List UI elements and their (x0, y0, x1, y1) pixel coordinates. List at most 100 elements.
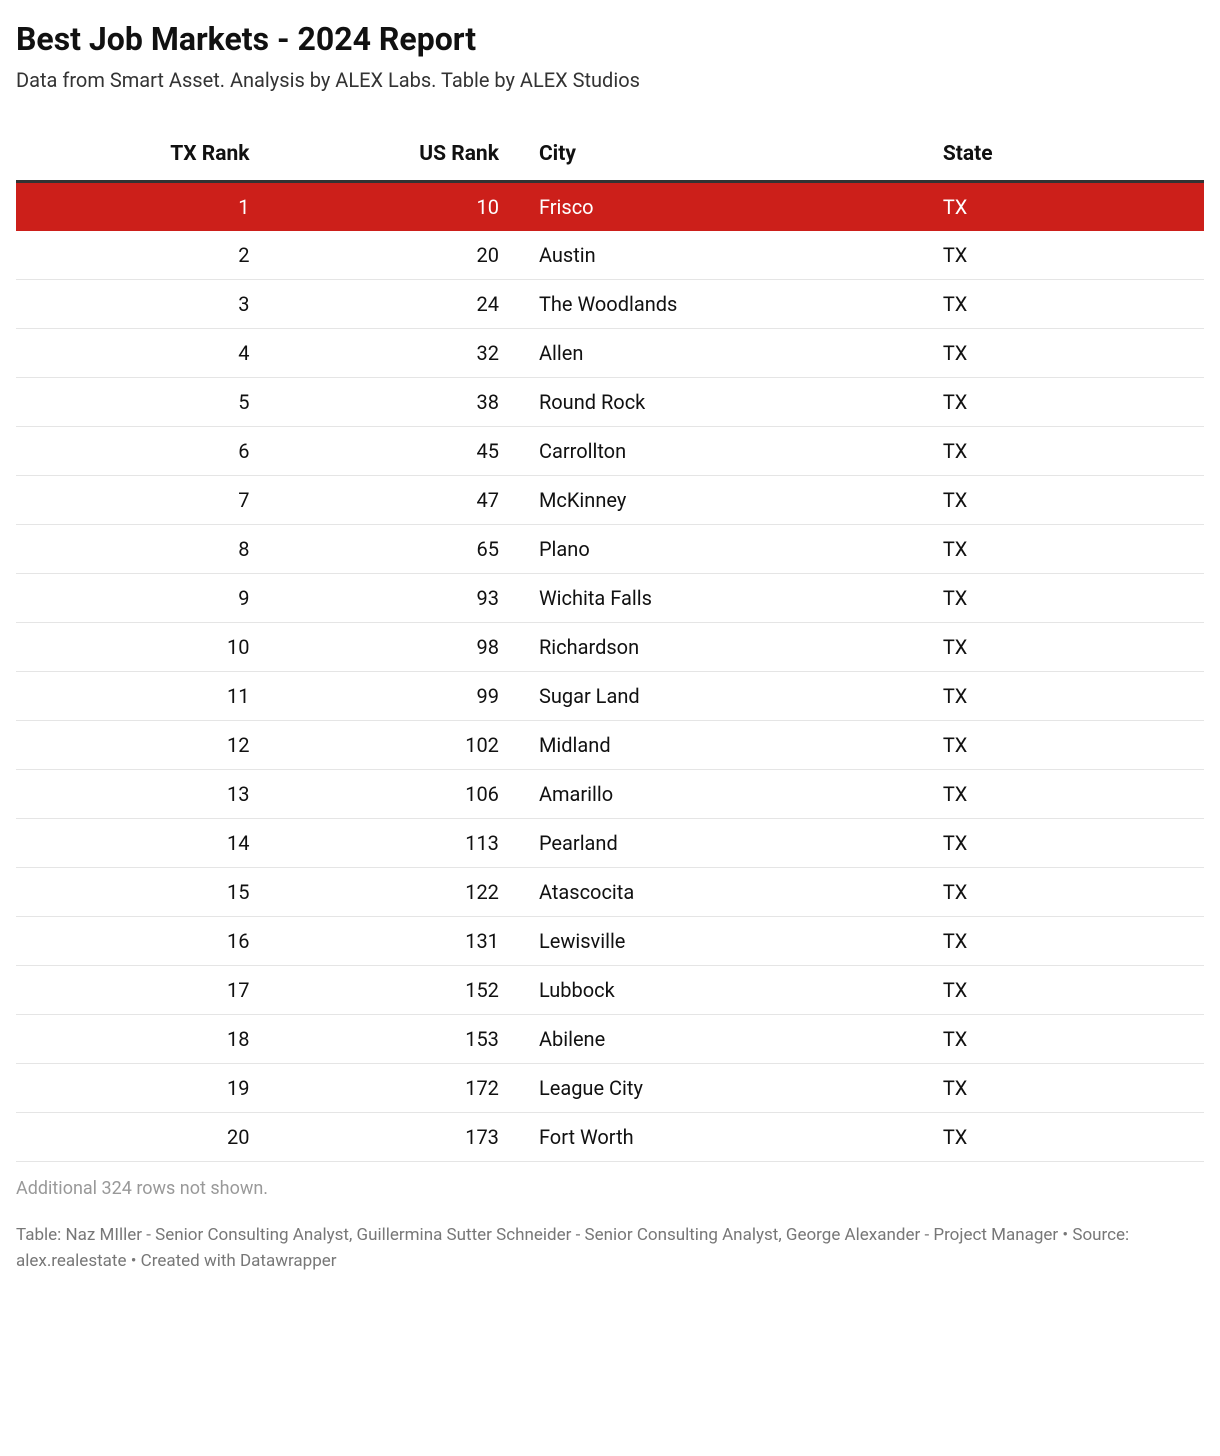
cell-us-rank: 153 (265, 1015, 514, 1064)
table-row: 1199Sugar LandTX (16, 672, 1204, 721)
cell-tx-rank: 2 (16, 231, 265, 280)
cell-tx-rank: 18 (16, 1015, 265, 1064)
table-row: 20173Fort WorthTX (16, 1113, 1204, 1162)
cell-city: Atascocita (515, 868, 919, 917)
cell-city: Abilene (515, 1015, 919, 1064)
cell-city: Carrollton (515, 427, 919, 476)
cell-city: Pearland (515, 819, 919, 868)
table-row: 14113PearlandTX (16, 819, 1204, 868)
cell-state: TX (919, 525, 1204, 574)
cell-us-rank: 32 (265, 329, 514, 378)
cell-city: Round Rock (515, 378, 919, 427)
cell-tx-rank: 1 (16, 182, 265, 232)
cell-city: Fort Worth (515, 1113, 919, 1162)
table-row: 993Wichita FallsTX (16, 574, 1204, 623)
cell-city: Allen (515, 329, 919, 378)
cell-city: Lewisville (515, 917, 919, 966)
table-row: 324The WoodlandsTX (16, 280, 1204, 329)
cell-state: TX (919, 280, 1204, 329)
table-row: 16131LewisvilleTX (16, 917, 1204, 966)
cell-tx-rank: 10 (16, 623, 265, 672)
table-row: 18153AbileneTX (16, 1015, 1204, 1064)
cell-city: Plano (515, 525, 919, 574)
cell-us-rank: 24 (265, 280, 514, 329)
cell-tx-rank: 9 (16, 574, 265, 623)
cell-us-rank: 152 (265, 966, 514, 1015)
cell-us-rank: 10 (265, 182, 514, 232)
table-body: 110FriscoTX220AustinTX324The WoodlandsTX… (16, 182, 1204, 1162)
cell-tx-rank: 12 (16, 721, 265, 770)
cell-city: Richardson (515, 623, 919, 672)
column-header-us-rank: US Rank (265, 128, 514, 182)
cell-tx-rank: 6 (16, 427, 265, 476)
table-header-row: TX Rank US Rank City State (16, 128, 1204, 182)
cell-city: Frisco (515, 182, 919, 232)
cell-us-rank: 45 (265, 427, 514, 476)
cell-city: League City (515, 1064, 919, 1113)
cell-tx-rank: 16 (16, 917, 265, 966)
cell-us-rank: 47 (265, 476, 514, 525)
cell-tx-rank: 20 (16, 1113, 265, 1162)
cell-tx-rank: 17 (16, 966, 265, 1015)
table-row: 12102MidlandTX (16, 721, 1204, 770)
cell-city: Midland (515, 721, 919, 770)
cell-us-rank: 113 (265, 819, 514, 868)
cell-state: TX (919, 1064, 1204, 1113)
table-row: 645CarrolltonTX (16, 427, 1204, 476)
column-header-tx-rank: TX Rank (16, 128, 265, 182)
cell-city: The Woodlands (515, 280, 919, 329)
cell-state: TX (919, 476, 1204, 525)
cell-city: Austin (515, 231, 919, 280)
cell-city: Sugar Land (515, 672, 919, 721)
cell-tx-rank: 13 (16, 770, 265, 819)
cell-tx-rank: 4 (16, 329, 265, 378)
cell-tx-rank: 8 (16, 525, 265, 574)
table-row: 110FriscoTX (16, 182, 1204, 232)
job-markets-table: TX Rank US Rank City State 110FriscoTX22… (16, 128, 1204, 1162)
table-row: 865PlanoTX (16, 525, 1204, 574)
cell-city: Amarillo (515, 770, 919, 819)
cell-tx-rank: 14 (16, 819, 265, 868)
table-row: 17152LubbockTX (16, 966, 1204, 1015)
cell-state: TX (919, 182, 1204, 232)
cell-state: TX (919, 721, 1204, 770)
cell-us-rank: 172 (265, 1064, 514, 1113)
cell-us-rank: 98 (265, 623, 514, 672)
cell-us-rank: 131 (265, 917, 514, 966)
table-row: 747McKinneyTX (16, 476, 1204, 525)
cell-us-rank: 93 (265, 574, 514, 623)
cell-state: TX (919, 623, 1204, 672)
cell-state: TX (919, 966, 1204, 1015)
cell-us-rank: 122 (265, 868, 514, 917)
column-header-city: City (515, 128, 919, 182)
cell-tx-rank: 3 (16, 280, 265, 329)
cell-state: TX (919, 378, 1204, 427)
cell-tx-rank: 19 (16, 1064, 265, 1113)
cell-tx-rank: 5 (16, 378, 265, 427)
cell-state: TX (919, 231, 1204, 280)
table-row: 15122AtascocitaTX (16, 868, 1204, 917)
table-row: 19172League CityTX (16, 1064, 1204, 1113)
table-row: 432AllenTX (16, 329, 1204, 378)
cell-city: McKinney (515, 476, 919, 525)
cell-tx-rank: 7 (16, 476, 265, 525)
cell-state: TX (919, 1015, 1204, 1064)
footer-credits: Table: Naz MIller - Senior Consulting An… (16, 1223, 1176, 1274)
cell-state: TX (919, 917, 1204, 966)
cell-tx-rank: 11 (16, 672, 265, 721)
cell-tx-rank: 15 (16, 868, 265, 917)
page-subtitle: Data from Smart Asset. Analysis by ALEX … (16, 68, 1204, 92)
cell-us-rank: 106 (265, 770, 514, 819)
table-row: 538Round RockTX (16, 378, 1204, 427)
cell-state: TX (919, 672, 1204, 721)
cell-us-rank: 173 (265, 1113, 514, 1162)
cell-city: Wichita Falls (515, 574, 919, 623)
table-row: 1098RichardsonTX (16, 623, 1204, 672)
cell-state: TX (919, 1113, 1204, 1162)
cell-state: TX (919, 770, 1204, 819)
column-header-state: State (919, 128, 1204, 182)
truncation-note: Additional 324 rows not shown. (16, 1178, 1204, 1199)
cell-us-rank: 102 (265, 721, 514, 770)
table-row: 220AustinTX (16, 231, 1204, 280)
table-row: 13106AmarilloTX (16, 770, 1204, 819)
